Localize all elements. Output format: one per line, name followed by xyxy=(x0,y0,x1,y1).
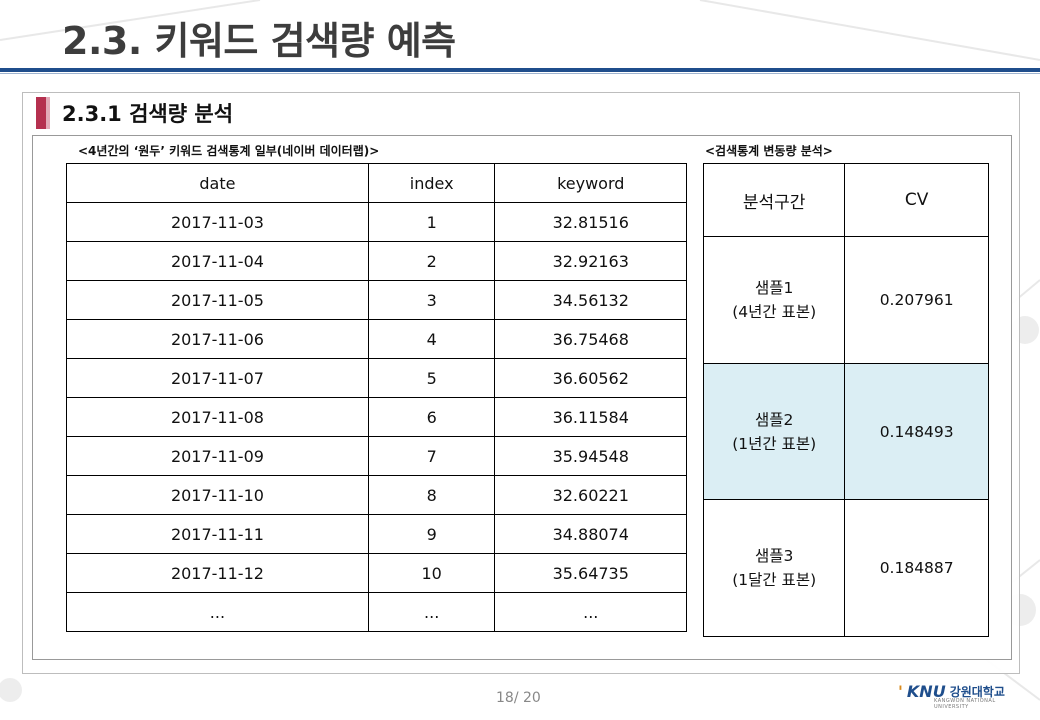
section-title: 2.3.1 검색량 분석 xyxy=(62,102,234,126)
cell-sample: 샘플1 (4년간 표본) xyxy=(702,236,846,364)
table-row: 2017-11-08 6 36.11584 xyxy=(66,397,687,437)
cell-keyword: 34.56132 xyxy=(494,280,687,320)
title-underline-thin xyxy=(0,73,1040,74)
sample-range: (1년간 표본) xyxy=(732,434,817,453)
cell-date: 2017-11-07 xyxy=(66,358,369,398)
cell-index: 10 xyxy=(367,553,496,593)
cell-keyword: 36.11584 xyxy=(494,397,687,437)
page-number: 18/ 20 xyxy=(496,690,541,706)
cell-keyword: 36.60562 xyxy=(494,358,687,398)
cell-keyword: ... xyxy=(494,592,687,632)
cv-analysis-table: 분석구간 CV 샘플1 (4년간 표본) 0.207961 샘플2 (1년간 표… xyxy=(702,163,989,637)
table-header-row: date index keyword xyxy=(66,163,687,203)
table-row: 샘플3 (1달간 표본) 0.184887 xyxy=(702,499,989,637)
cell-index: 1 xyxy=(367,202,496,242)
table-row: 2017-11-09 7 35.94548 xyxy=(66,436,687,476)
cell-date: ... xyxy=(66,592,369,632)
cell-index: 8 xyxy=(367,475,496,515)
table-row: 2017-11-10 8 32.60221 xyxy=(66,475,687,515)
column-header-date: date xyxy=(66,163,369,203)
search-stats-table: date index keyword 2017-11-03 1 32.81516… xyxy=(66,163,687,632)
cell-cv: 0.148493 xyxy=(844,363,989,500)
sample-label: 샘플1 xyxy=(754,279,794,297)
cell-index: 3 xyxy=(367,280,496,320)
sample-label: 샘플2 xyxy=(754,410,794,429)
table-header-row: 분석구간 CV xyxy=(702,163,989,237)
cell-cv: 0.184887 xyxy=(844,499,989,637)
table-row-ellipsis: ... ... ... xyxy=(66,592,687,632)
logo-mark-icon: ' xyxy=(898,681,903,701)
cell-date: 2017-11-06 xyxy=(66,319,369,359)
table-row-highlighted: 샘플2 (1년간 표본) 0.148493 xyxy=(702,363,989,500)
cell-index: 9 xyxy=(367,514,496,554)
cell-sample: 샘플2 (1년간 표본) xyxy=(702,363,846,500)
cell-keyword: 36.75468 xyxy=(494,319,687,359)
cell-date: 2017-11-05 xyxy=(66,280,369,320)
cell-date: 2017-11-04 xyxy=(66,241,369,281)
cell-index: 7 xyxy=(367,436,496,476)
cell-keyword: 32.60221 xyxy=(494,475,687,515)
column-header-keyword: keyword xyxy=(494,163,687,203)
cell-keyword: 35.94548 xyxy=(494,436,687,476)
logo-knu: KNU xyxy=(906,681,946,701)
cell-keyword: 32.81516 xyxy=(494,202,687,242)
sample-range: (4년간 표본) xyxy=(732,303,817,321)
cell-keyword: 32.92163 xyxy=(494,241,687,281)
cell-sample: 샘플3 (1달간 표본) xyxy=(702,499,846,637)
cell-date: 2017-11-10 xyxy=(66,475,369,515)
table-row: 2017-11-05 3 34.56132 xyxy=(66,280,687,320)
section-marker xyxy=(36,97,46,129)
logo-university-name: 강원대학교 xyxy=(949,684,1005,699)
cell-index: 5 xyxy=(367,358,496,398)
sample-label: 샘플3 xyxy=(754,547,794,565)
cell-date: 2017-11-11 xyxy=(66,514,369,554)
page-title: 2.3. 키워드 검색량 예측 xyxy=(62,19,456,63)
table-row: 2017-11-06 4 36.75468 xyxy=(66,319,687,359)
cell-date: 2017-11-12 xyxy=(66,553,369,593)
table-row: 2017-11-04 2 32.92163 xyxy=(66,241,687,281)
cell-date: 2017-11-03 xyxy=(66,202,369,242)
cell-keyword: 35.64735 xyxy=(494,553,687,593)
data-table-caption: <4년간의 ‘원두’ 키워드 검색통계 일부(네이버 데이터랩)> xyxy=(78,144,380,158)
cell-index: 6 xyxy=(367,397,496,437)
table-row: 샘플1 (4년간 표본) 0.207961 xyxy=(702,236,989,364)
sample-range: (1달간 표본) xyxy=(732,571,817,589)
cell-date: 2017-11-08 xyxy=(66,397,369,437)
logo-subtitle: KANGWON NATIONAL UNIVERSITY xyxy=(934,698,996,710)
title-underline xyxy=(0,68,1040,72)
column-header-range: 분석구간 xyxy=(702,163,846,237)
cell-date: 2017-11-09 xyxy=(66,436,369,476)
table-row: 2017-11-07 5 36.60562 xyxy=(66,358,687,398)
table-row: 2017-11-12 10 35.64735 xyxy=(66,553,687,593)
section-marker-shadow xyxy=(46,97,50,129)
cell-keyword: 34.88074 xyxy=(494,514,687,554)
column-header-cv: CV xyxy=(844,163,989,237)
table-row: 2017-11-11 9 34.88074 xyxy=(66,514,687,554)
cell-cv: 0.207961 xyxy=(844,236,989,364)
cell-index: ... xyxy=(367,592,496,632)
university-logo: ' KNU 강원대학교 KANGWON NATIONAL UNIVERSITY xyxy=(898,676,1028,711)
cell-index: 4 xyxy=(367,319,496,359)
table-row: 2017-11-03 1 32.81516 xyxy=(66,202,687,242)
column-header-index: index xyxy=(367,163,496,203)
cv-table-caption: <검색통계 변동량 분석> xyxy=(705,144,833,158)
cell-index: 2 xyxy=(367,241,496,281)
